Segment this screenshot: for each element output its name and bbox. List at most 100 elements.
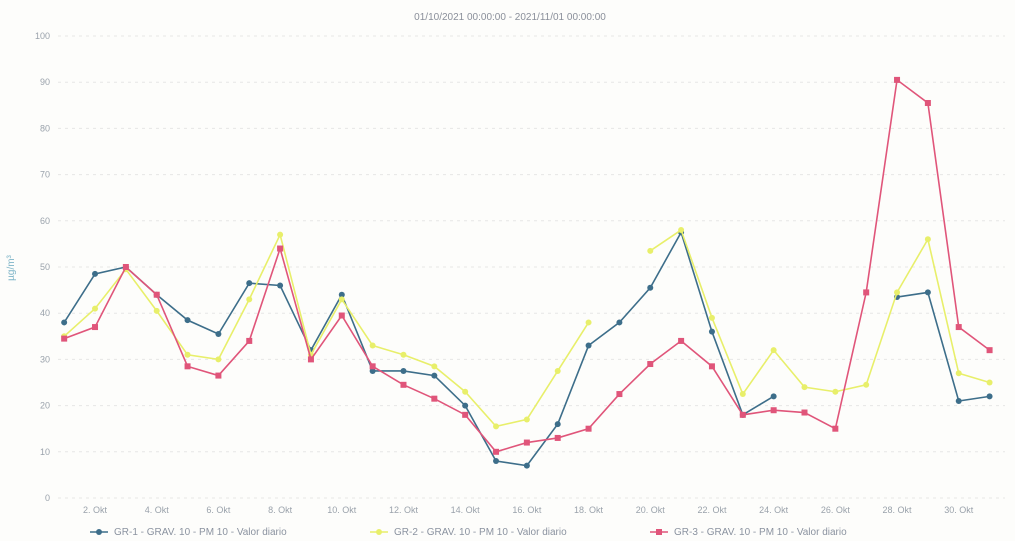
data-point[interactable] (770, 393, 777, 400)
data-point[interactable] (523, 416, 530, 423)
data-point[interactable] (863, 381, 870, 388)
data-point[interactable] (462, 402, 469, 409)
data-point[interactable] (400, 367, 407, 374)
data-point[interactable] (708, 328, 715, 335)
data-point[interactable] (246, 296, 253, 303)
data-point[interactable] (986, 379, 993, 386)
x-tick-label: 28. Okt (883, 505, 913, 515)
data-point[interactable] (924, 99, 931, 106)
data-point[interactable] (894, 76, 901, 83)
x-tick-label: 18. Okt (574, 505, 604, 515)
data-point[interactable] (92, 305, 99, 312)
data-point[interactable] (924, 236, 931, 243)
y-tick-label: 50 (40, 262, 50, 272)
data-point[interactable] (493, 458, 500, 465)
data-point[interactable] (400, 351, 407, 358)
series-line (63, 230, 775, 467)
data-point[interactable] (431, 395, 438, 402)
x-tick-label: 24. Okt (759, 505, 789, 515)
data-point[interactable] (277, 282, 284, 289)
legend-item[interactable]: GR-1 - GRAV. 10 - PM 10 - Valor diario (90, 527, 287, 538)
legend[interactable]: GR-1 - GRAV. 10 - PM 10 - Valor diario GR… (90, 527, 847, 538)
data-point[interactable] (770, 347, 777, 354)
data-point[interactable] (246, 337, 253, 344)
y-tick-label: 30 (40, 354, 50, 364)
data-point[interactable] (616, 391, 623, 398)
data-point[interactable] (708, 363, 715, 370)
data-point[interactable] (924, 289, 931, 296)
data-point[interactable] (246, 280, 253, 287)
data-point[interactable] (801, 409, 808, 416)
data-point[interactable] (894, 289, 901, 296)
data-point[interactable] (92, 324, 99, 331)
data-point[interactable] (215, 372, 222, 379)
data-point[interactable] (153, 291, 160, 298)
data-point[interactable] (369, 363, 376, 370)
legend-label: GR-3 - GRAV. 10 - PM 10 - Valor diario (674, 527, 847, 538)
data-point[interactable] (400, 381, 407, 388)
series-line (649, 228, 990, 396)
x-tick-label: 20. Okt (636, 505, 666, 515)
data-point[interactable] (431, 372, 438, 379)
data-point[interactable] (369, 367, 376, 374)
data-point[interactable] (338, 312, 345, 319)
data-point[interactable] (955, 397, 962, 404)
data-point[interactable] (554, 367, 561, 374)
data-point[interactable] (277, 231, 284, 238)
data-point[interactable] (585, 319, 592, 326)
data-point[interactable] (462, 388, 469, 395)
data-point[interactable] (369, 342, 376, 349)
data-point[interactable] (863, 289, 870, 296)
y-tick-label: 80 (40, 123, 50, 133)
data-point[interactable] (616, 319, 623, 326)
data-point[interactable] (647, 284, 654, 291)
legend-item[interactable]: GR-2 - GRAV. 10 - PM 10 - Valor diario (370, 527, 567, 538)
data-point[interactable] (739, 411, 746, 418)
y-tick-label: 40 (40, 308, 50, 318)
legend-item[interactable]: GR-3 - GRAV. 10 - PM 10 - Valor diario (650, 527, 847, 538)
data-point[interactable] (307, 356, 314, 363)
data-point[interactable] (92, 270, 99, 277)
data-point[interactable] (986, 393, 993, 400)
data-point[interactable] (184, 351, 191, 358)
x-tick-label: 12. Okt (389, 505, 419, 515)
data-point[interactable] (678, 337, 685, 344)
data-point[interactable] (585, 342, 592, 349)
data-point[interactable] (523, 439, 530, 446)
data-point[interactable] (277, 245, 284, 252)
y-axis-ticks: 0 10 20 30 40 50 60 70 80 90 100 (35, 31, 50, 503)
data-point[interactable] (554, 434, 561, 441)
data-point[interactable] (955, 370, 962, 377)
data-point[interactable] (338, 296, 345, 303)
data-point[interactable] (184, 317, 191, 324)
data-point[interactable] (739, 391, 746, 398)
data-point[interactable] (585, 425, 592, 432)
data-point[interactable] (122, 264, 129, 270)
data-point[interactable] (338, 291, 345, 298)
data-point[interactable] (153, 307, 160, 314)
data-point[interactable] (678, 227, 685, 234)
data-point[interactable] (462, 411, 469, 418)
legend-marker (656, 529, 662, 535)
data-point[interactable] (647, 361, 654, 368)
data-point[interactable] (493, 423, 500, 430)
x-tick-label: 30. Okt (944, 505, 974, 515)
data-point[interactable] (832, 425, 839, 432)
data-point[interactable] (61, 335, 68, 342)
data-point[interactable] (184, 363, 191, 370)
data-point[interactable] (986, 347, 993, 354)
data-point[interactable] (647, 247, 654, 254)
y-tick-label: 100 (35, 31, 50, 41)
data-point[interactable] (554, 421, 561, 428)
data-point[interactable] (493, 448, 500, 455)
data-point[interactable] (523, 462, 530, 469)
data-point[interactable] (708, 314, 715, 321)
data-point[interactable] (832, 388, 839, 395)
data-point[interactable] (801, 384, 808, 391)
data-point[interactable] (955, 324, 962, 331)
data-point[interactable] (61, 319, 68, 326)
data-point[interactable] (770, 407, 777, 414)
data-point[interactable] (215, 330, 222, 337)
data-point[interactable] (431, 363, 438, 370)
data-point[interactable] (215, 356, 222, 363)
